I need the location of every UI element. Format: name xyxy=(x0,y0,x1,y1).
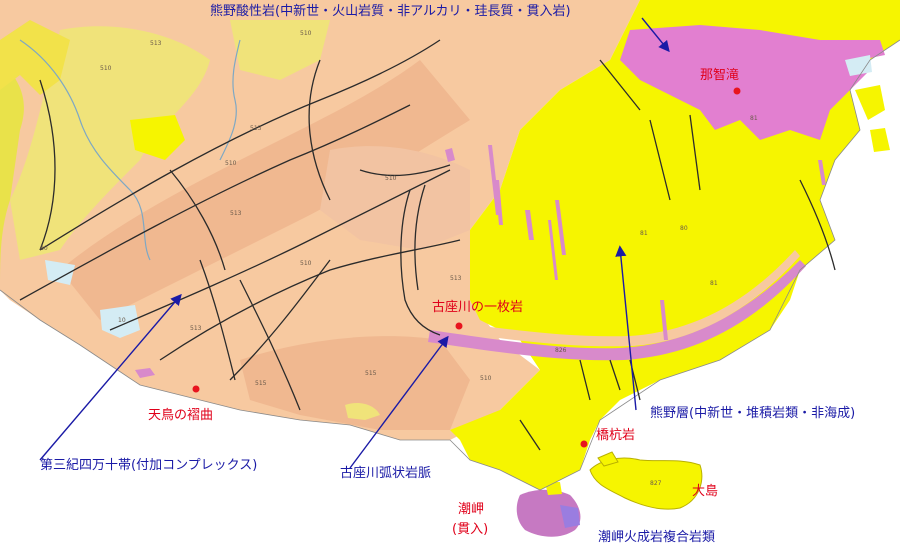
unit-code: 827 xyxy=(650,480,662,487)
east-islet xyxy=(855,85,885,120)
west-coastal-yellow xyxy=(0,60,24,290)
water-estuary xyxy=(45,260,75,285)
marker-amadori-fold xyxy=(192,385,200,393)
coastline xyxy=(0,39,900,491)
label-intrusion-note: (貫入) xyxy=(452,522,489,537)
unit-code: 510 xyxy=(385,175,397,182)
unit-code: 510 xyxy=(225,160,237,167)
unit-code: 510 xyxy=(100,65,112,72)
arrow-kumano-group xyxy=(615,245,637,411)
label-kumano-group: 熊野層(中新世・堆積岩類・非海成) xyxy=(650,406,856,421)
label-hashikui-iwa: 橋杭岩 xyxy=(596,428,636,443)
unit-code: 513 xyxy=(150,40,162,47)
river-line-2 xyxy=(219,39,241,161)
unit-code: 515 xyxy=(255,380,267,387)
east-islet-2 xyxy=(870,128,890,152)
marker-kozagawa-ichimaiiwa xyxy=(455,322,463,330)
shionomisaki-complex-purple xyxy=(560,505,580,528)
shimanto-belt-dark xyxy=(60,60,470,320)
arrow-kozagawa-dike xyxy=(349,335,449,469)
label-kozagawa-dike: 古座川弧状岩脈 xyxy=(340,466,432,481)
fault-lines xyxy=(19,39,836,451)
unit-code: 515 xyxy=(365,370,377,377)
west-yellow-spots xyxy=(130,115,185,160)
west-coastal-yellow-2 xyxy=(0,20,70,95)
label-shimanto-belt: 第三紀四万十帯(付加コンプレックス) xyxy=(40,458,258,473)
kumano-acidic-area xyxy=(620,25,870,140)
marker-nachi-falls xyxy=(733,87,741,95)
unit-code-labels: 510 513 510 513 510 513 510 513 515 515 … xyxy=(40,30,758,487)
terrace-deposits xyxy=(10,26,210,260)
arrow-shimanto xyxy=(39,293,182,461)
unit-code: 80 xyxy=(40,245,48,252)
unit-code: 81 xyxy=(640,230,648,237)
unit-code: 510 xyxy=(300,260,312,267)
unit-code: 80 xyxy=(680,225,688,232)
marker-hashikui-iwa xyxy=(580,440,588,448)
unit-code: 510 xyxy=(480,375,492,382)
label-shionomisaki-complex: 潮岬火成岩複合岩類 xyxy=(598,530,716,545)
arrow-kumano-acidic xyxy=(641,17,670,53)
river-line xyxy=(19,39,151,261)
dike-splinters xyxy=(135,145,826,378)
water-lake-2 xyxy=(845,55,872,76)
unit-code: 513 xyxy=(450,275,462,282)
label-nachi-falls: 那智滝 xyxy=(700,68,740,83)
label-oshima: 大島 xyxy=(692,484,719,499)
unit-code: 10 xyxy=(118,317,126,324)
location-markers xyxy=(192,87,741,448)
label-amadori-fold: 天鳥の褶曲 xyxy=(148,408,214,423)
unit-code: 81 xyxy=(750,115,758,122)
pointer-arrows xyxy=(39,17,670,469)
unit-code: 826 xyxy=(555,347,567,354)
shimanto-belt-dark-2 xyxy=(240,336,470,430)
label-shionomisaki: 潮岬 xyxy=(458,502,485,517)
unit-code: 513 xyxy=(190,325,202,332)
label-kumano-acidic-rocks: 熊野酸性岩(中新世・火山岩質・非アルカリ・珪長質・貫入岩) xyxy=(210,4,571,19)
oshima-islet xyxy=(597,451,619,467)
unit-code: 513 xyxy=(250,125,262,132)
label-kozagawa-ichimaiiwa: 古座川の一枚岩 xyxy=(432,300,524,315)
kozagawa-dike-band-light xyxy=(438,250,800,347)
unit-code: 513 xyxy=(230,210,242,217)
kozagawa-dike-band xyxy=(428,260,806,361)
unit-code: 81 xyxy=(710,280,718,287)
oshima-island xyxy=(589,457,703,510)
unit-code: 510 xyxy=(300,30,312,37)
terrace-deposits-2 xyxy=(230,20,330,80)
terrace-deposits-3 xyxy=(345,403,380,420)
